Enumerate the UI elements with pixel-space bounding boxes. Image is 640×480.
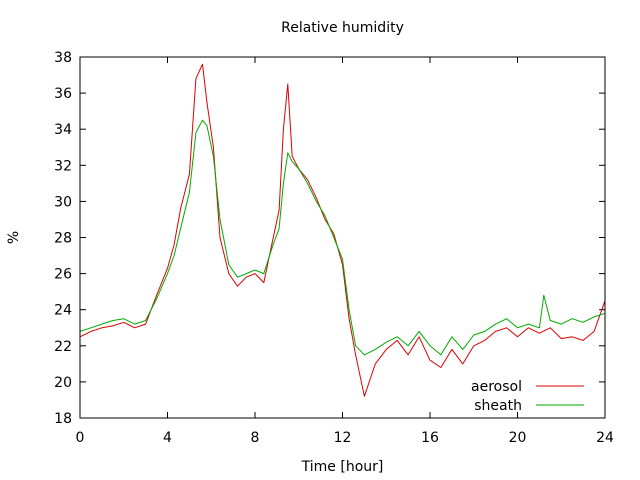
plot-frame: [79, 56, 606, 419]
legend-label-sheath: sheath: [474, 398, 522, 414]
chart-title: Relative humidity: [281, 20, 404, 36]
x-tick-label: 0: [76, 430, 85, 446]
x-tick-label: 16: [421, 430, 439, 446]
series-line-aerosol: [79, 63, 606, 397]
legend-label-aerosol: aerosol: [471, 379, 522, 395]
y-tick-label: 30: [54, 194, 72, 210]
y-tick-label: 20: [54, 375, 72, 391]
y-axis-label: %: [6, 231, 22, 244]
y-tick-label: 18: [54, 411, 72, 427]
y-tick-label: 22: [54, 339, 72, 355]
y-tick-label: 32: [54, 158, 72, 174]
x-tick-label: 24: [596, 430, 614, 446]
y-tick-label: 36: [54, 86, 72, 102]
series-line-sheath: [79, 119, 606, 356]
y-tick-label: 34: [54, 122, 72, 138]
y-tick-label: 28: [54, 231, 72, 247]
x-tick-label: 12: [334, 430, 352, 446]
x-axis-label: Time [hour]: [301, 459, 384, 475]
x-tick-label: 20: [509, 430, 527, 446]
series-lines: [79, 63, 606, 397]
y-tick-label: 38: [54, 50, 72, 66]
y-tick-label: 26: [54, 267, 72, 283]
legend: aerosol sheath: [471, 379, 584, 414]
x-tick-label: 4: [163, 430, 172, 446]
y-tick-label: 24: [54, 303, 72, 319]
x-tick-label: 8: [251, 430, 260, 446]
axis-ticks: 0 4 8 12 16 20 24 18 20 22 24 26 28 30 32 34 36 38: [54, 50, 614, 446]
